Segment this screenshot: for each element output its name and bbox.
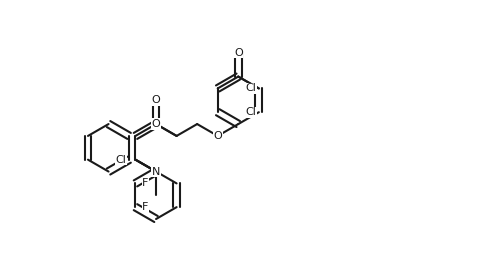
- Text: O: O: [233, 48, 242, 58]
- Text: F: F: [142, 202, 148, 212]
- Text: Cl: Cl: [116, 155, 126, 165]
- Text: O: O: [213, 131, 221, 141]
- Text: F: F: [142, 179, 148, 188]
- Text: Cl: Cl: [245, 83, 256, 93]
- Text: Cl: Cl: [245, 107, 256, 117]
- Text: O: O: [151, 119, 160, 129]
- Text: O: O: [151, 95, 160, 105]
- Text: N: N: [151, 166, 160, 176]
